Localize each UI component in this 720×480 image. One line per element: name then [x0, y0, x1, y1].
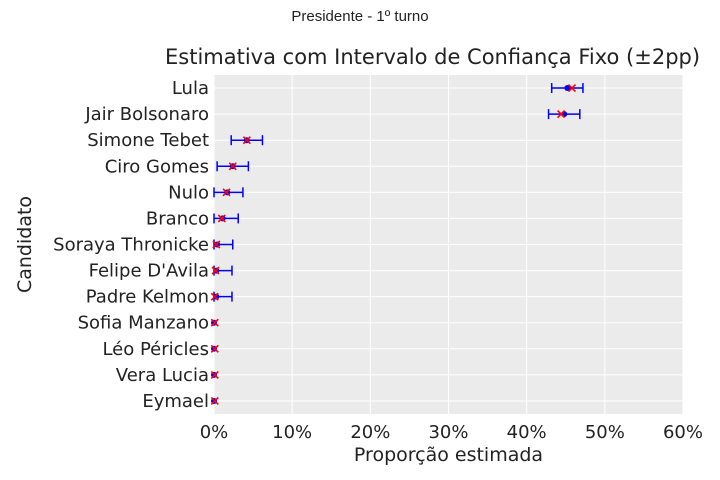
y-tick-label: Branco [146, 208, 209, 229]
x-marker [212, 240, 221, 249]
y-tick-label: Simone Tebet [87, 130, 209, 151]
y-tick-label: Léo Péricles [102, 339, 209, 360]
x-marker [210, 292, 219, 301]
x-tick-label: 30% [428, 422, 468, 443]
x-marker [210, 396, 219, 406]
y-tick-label: Felipe D'Avila [89, 261, 209, 282]
x-marker [211, 266, 220, 275]
y-tick-label: Padre Kelmon [86, 287, 209, 308]
x-marker [217, 214, 226, 223]
markers [210, 83, 577, 406]
x-tick-label: 40% [507, 422, 547, 443]
y-tick-label: Soraya Thronicke [53, 235, 209, 256]
x-marker [242, 136, 251, 145]
x-marker [228, 162, 237, 171]
x-marker-stroke [210, 344, 219, 353]
x-marker-stroke [556, 110, 566, 119]
figure-suptitle: Presidente - 1º turno [291, 8, 429, 25]
x-marker [567, 83, 577, 93]
x-marker-stroke [212, 240, 221, 249]
x-marker-stroke [211, 266, 220, 275]
x-marker-stroke [210, 396, 219, 406]
x-marker [222, 188, 231, 197]
x-marker-stroke [210, 292, 219, 301]
y-tick-label: Sofia Manzano [78, 313, 209, 334]
x-axis-label: Proporção estimada [354, 444, 543, 466]
x-marker-stroke [217, 214, 226, 223]
y-tick-label: Vera Lucia [116, 365, 209, 386]
y-axis-label: Candidato [14, 196, 36, 293]
x-marker [210, 370, 219, 379]
x-marker [210, 318, 219, 327]
y-tick-labels: Lula Jair Bolsonaro Simone Tebet Ciro Gomes… [53, 78, 209, 412]
x-marker-stroke [228, 162, 237, 171]
point-marker [564, 85, 571, 92]
x-marker [556, 110, 566, 119]
x-marker [210, 344, 219, 353]
x-marker-stroke [567, 83, 577, 93]
y-tick-label: Eymael [142, 391, 209, 412]
x-tick-label: 0% [200, 422, 229, 443]
y-tick-label: Ciro Gomes [105, 156, 209, 177]
plot-title: Estimativa com Intervalo de Confiança Fi… [165, 45, 700, 69]
y-tick-label: Nulo [168, 182, 209, 203]
point-marker [213, 293, 220, 300]
y-tick-label: Jair Bolsonaro [84, 104, 209, 125]
x-tick-label: 10% [272, 422, 312, 443]
x-marker-stroke [210, 370, 219, 379]
x-marker-stroke [222, 188, 231, 197]
x-tick-label: 60% [663, 422, 703, 443]
x-tick-label: 50% [585, 422, 625, 443]
x-tick-labels: 0% 10% 20% 30% 40% 50% 60% [200, 422, 703, 443]
error-bars [213, 83, 584, 302]
x-marker-stroke [242, 136, 251, 145]
x-tick-label: 20% [350, 422, 390, 443]
x-marker-stroke [210, 318, 219, 327]
y-tick-label: Lula [172, 78, 209, 99]
